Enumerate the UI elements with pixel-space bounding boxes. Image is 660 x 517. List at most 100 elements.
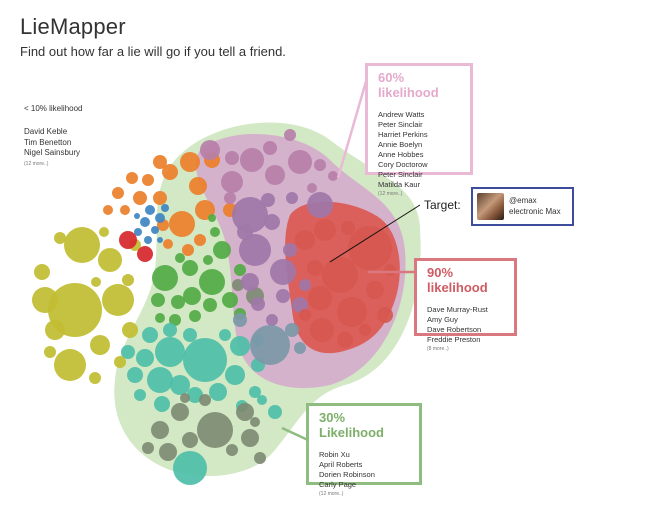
more-link[interactable]: (12 more..) bbox=[378, 191, 403, 197]
friend-bubble bbox=[286, 192, 298, 204]
friend-bubble bbox=[142, 174, 154, 186]
list-item[interactable]: Peter Sinclair bbox=[378, 170, 423, 179]
more-link[interactable]: (12 more..) bbox=[24, 160, 49, 167]
list-item[interactable]: Freddie Preston bbox=[427, 335, 481, 344]
friend-bubble bbox=[241, 273, 259, 291]
friend-bubble bbox=[225, 365, 245, 385]
friend-bubble bbox=[45, 320, 65, 340]
friend-bubble bbox=[173, 451, 207, 485]
friend-bubble bbox=[264, 214, 280, 230]
friend-bubble bbox=[199, 394, 211, 406]
friend-bubble bbox=[203, 255, 213, 265]
more-link[interactable]: (12 more..) bbox=[319, 491, 344, 497]
app-title: LieMapper bbox=[20, 14, 126, 39]
friend-bubble bbox=[151, 421, 169, 439]
list-item[interactable]: Anne Hobbes bbox=[378, 150, 424, 159]
friend-bubble bbox=[288, 150, 312, 174]
friend-bubble bbox=[34, 264, 50, 280]
target-handle[interactable]: @emax bbox=[509, 196, 537, 205]
friend-bubble bbox=[182, 432, 198, 448]
friend-bubble bbox=[153, 191, 167, 205]
friend-bubble bbox=[265, 165, 285, 185]
target-card[interactable]: @emax electronic Max bbox=[471, 187, 574, 226]
list-item[interactable]: Dave Robertson bbox=[427, 325, 482, 334]
friend-bubble bbox=[257, 395, 267, 405]
app-subtitle: Find out how far a lie will go if you te… bbox=[20, 44, 286, 59]
friend-bubble bbox=[307, 260, 323, 276]
low-likelihood-list: David Keble Tim Benetton Nigel Sainsbury… bbox=[24, 127, 82, 169]
friend-bubble bbox=[171, 403, 189, 421]
friend-bubble bbox=[307, 192, 333, 218]
friend-bubble bbox=[134, 228, 142, 236]
friend-bubble bbox=[121, 345, 135, 359]
friend-bubble bbox=[210, 227, 220, 237]
list-item[interactable]: Andrew Watts bbox=[378, 110, 425, 119]
friend-bubble bbox=[134, 213, 140, 219]
friend-bubble bbox=[187, 387, 203, 403]
friend-bubble bbox=[266, 314, 278, 326]
list-item[interactable]: Dave Murray-Rust bbox=[427, 305, 488, 314]
friend-bubble bbox=[180, 152, 200, 172]
list-item[interactable]: David Keble bbox=[24, 127, 68, 136]
list-item[interactable]: Tim Benetton bbox=[24, 137, 72, 147]
friend-bubble bbox=[328, 171, 338, 181]
friend-bubble bbox=[236, 403, 254, 421]
list-item[interactable]: Harriet Perkins bbox=[378, 130, 428, 139]
friend-bubble bbox=[295, 230, 315, 250]
friend-bubble bbox=[153, 155, 167, 169]
friend-bubble bbox=[270, 259, 296, 285]
list-item[interactable]: Annie Boelyn bbox=[378, 140, 423, 149]
friend-bubble bbox=[136, 349, 154, 367]
friend-bubble bbox=[120, 205, 130, 215]
list-item[interactable]: Amy Guy bbox=[427, 315, 458, 324]
list-item[interactable]: Cory Doctorow bbox=[378, 160, 428, 169]
friend-bubble bbox=[151, 293, 165, 307]
friend-bubble bbox=[182, 260, 198, 276]
friend-bubble bbox=[230, 336, 250, 356]
friend-bubble bbox=[337, 332, 353, 348]
friend-bubble bbox=[213, 241, 231, 259]
friend-bubble bbox=[232, 197, 268, 233]
friend-bubble bbox=[175, 253, 185, 263]
friend-bubble bbox=[194, 234, 206, 246]
friend-bubble bbox=[155, 313, 165, 323]
friend-bubble bbox=[90, 335, 110, 355]
friend-bubble bbox=[263, 141, 277, 155]
friend-bubble bbox=[140, 217, 150, 227]
friend-bubble bbox=[99, 227, 109, 237]
friend-bubble bbox=[169, 211, 195, 237]
friend-bubble bbox=[157, 237, 163, 243]
avatar[interactable] bbox=[477, 193, 504, 220]
list-item[interactable]: Dorien Robinson bbox=[319, 470, 375, 479]
more-link[interactable]: (8 more..) bbox=[427, 346, 449, 352]
friend-bubble bbox=[314, 219, 336, 241]
list-item[interactable]: Robin Xu bbox=[319, 450, 350, 459]
friend-bubble bbox=[180, 393, 190, 403]
friend-bubble bbox=[268, 405, 282, 419]
list-item[interactable]: April Roberts bbox=[319, 460, 363, 469]
friend-bubble bbox=[183, 287, 201, 305]
friend-bubble bbox=[239, 234, 271, 266]
line-30-likelihood bbox=[281, 426, 309, 442]
friend-bubble bbox=[310, 318, 334, 342]
list-item[interactable]: Peter Sinclair bbox=[378, 120, 423, 129]
callout-90-likelihood: 90% likelihood Dave Murray-Rust Amy Guy … bbox=[414, 258, 517, 352]
friend-bubble bbox=[249, 386, 261, 398]
friend-bubble bbox=[54, 349, 86, 381]
friend-bubble bbox=[98, 248, 122, 272]
friend-bubble bbox=[225, 151, 239, 165]
friend-bubble bbox=[377, 307, 393, 323]
list-item[interactable]: Nigel Sainsbury bbox=[24, 148, 81, 157]
list-item[interactable]: Matilda Kaur bbox=[378, 180, 421, 189]
friend-bubble bbox=[145, 205, 155, 215]
list-item[interactable]: Carly Page bbox=[319, 480, 357, 489]
callout-list: Robin Xu April Roberts Dorien Robinson C… bbox=[319, 450, 409, 498]
friend-bubble bbox=[292, 297, 308, 313]
friend-bubble bbox=[250, 417, 260, 427]
friend-bubble bbox=[122, 322, 138, 338]
friend-bubble bbox=[283, 243, 297, 257]
friend-bubble bbox=[114, 356, 126, 368]
friend-bubble bbox=[182, 244, 194, 256]
friend-bubble bbox=[142, 442, 154, 454]
friend-bubble bbox=[169, 314, 181, 326]
